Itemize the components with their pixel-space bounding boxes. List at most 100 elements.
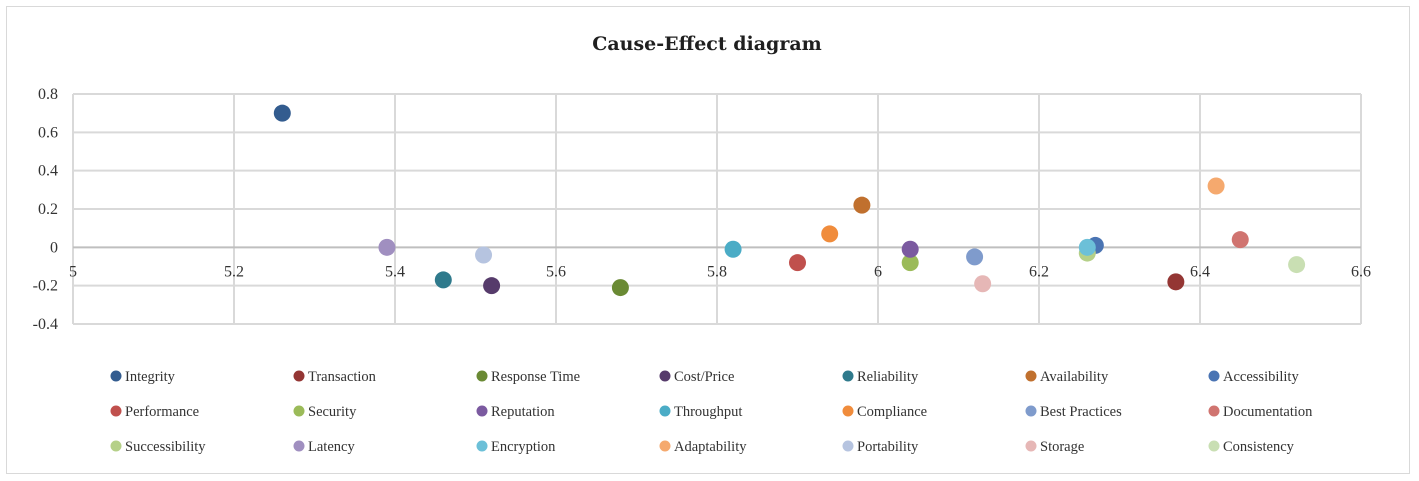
legend-item: Portability	[842, 439, 919, 455]
legend-marker	[110, 405, 122, 417]
legend-marker	[1025, 370, 1037, 382]
legend-marker	[842, 405, 854, 417]
y-tick-label: 0.4	[38, 163, 58, 180]
legend-marker	[1025, 405, 1037, 417]
legend-label: Reputation	[491, 404, 555, 420]
legend-item: Availability	[1025, 369, 1109, 385]
data-point-portability	[475, 246, 493, 264]
x-tick-label: 5.4	[385, 263, 405, 280]
legend-label: Performance	[125, 404, 199, 420]
legend-item: Accessibility	[1208, 369, 1299, 385]
y-tick-label: 0.6	[38, 124, 58, 141]
legend-item: Reliability	[842, 369, 919, 385]
y-tick-label: -0.2	[33, 278, 58, 295]
legend-label: Portability	[857, 439, 919, 455]
x-tick-label: 6.2	[1029, 263, 1049, 280]
legend-item: Consistency	[1208, 439, 1295, 455]
data-point-adaptability	[1207, 177, 1225, 195]
data-point-best-practices	[966, 248, 984, 266]
data-point-encryption	[1078, 238, 1096, 256]
data-point-response-time	[611, 279, 629, 297]
legend-marker	[476, 405, 488, 417]
legend-item: Transaction	[293, 369, 377, 385]
legend-marker	[1208, 405, 1220, 417]
legend-item: Security	[293, 404, 357, 420]
data-point-reliability	[434, 271, 452, 289]
legend-label: Encryption	[491, 439, 556, 455]
legend-item: Documentation	[1208, 404, 1313, 420]
data-point-performance	[789, 254, 806, 272]
data-point-cost-price	[483, 277, 501, 295]
legend-label: Successibility	[125, 439, 206, 455]
legend-label: Storage	[1040, 439, 1084, 455]
legend-label: Compliance	[857, 404, 927, 420]
legend-item: Integrity	[110, 369, 176, 385]
legend-label: Latency	[308, 439, 355, 455]
legend-item: Reputation	[476, 404, 555, 420]
legend-label: Transaction	[308, 369, 377, 385]
data-point-documentation	[1231, 231, 1249, 249]
legend-item: Latency	[293, 439, 355, 455]
data-point-storage	[974, 275, 992, 293]
legend-label: Integrity	[125, 369, 176, 385]
legend-marker	[293, 440, 305, 452]
data-point-consistency	[1288, 256, 1306, 274]
chart-frame	[6, 6, 1410, 474]
legend-item: Throughput	[659, 404, 742, 420]
legend-marker	[1025, 440, 1037, 452]
y-tick-label: 0.8	[38, 86, 58, 103]
legend-marker	[110, 370, 122, 382]
legend-item: Compliance	[842, 404, 927, 420]
legend-label: Throughput	[674, 404, 742, 420]
legend-label: Security	[308, 404, 357, 420]
legend-marker	[293, 405, 305, 417]
y-tick-label: 0	[50, 239, 58, 256]
data-point-latency	[378, 238, 396, 256]
legend-label: Reliability	[857, 369, 919, 385]
legend-label: Best Practices	[1040, 404, 1122, 420]
x-tick-label: 5	[69, 263, 77, 280]
data-point-security	[901, 254, 919, 272]
legend-item: Cost/Price	[659, 369, 734, 385]
legend-label: Cost/Price	[674, 369, 734, 385]
legend-marker	[476, 370, 488, 382]
y-tick-label: -0.4	[33, 316, 58, 333]
x-tick-label: 6	[874, 263, 882, 280]
x-tick-label: 5.6	[546, 263, 566, 280]
data-point-compliance	[821, 225, 839, 243]
x-tick-label: 6.4	[1190, 263, 1210, 280]
x-tick-label: 5.8	[707, 263, 727, 280]
legend-item: Response Time	[476, 369, 580, 385]
data-point-transaction	[1167, 273, 1185, 291]
legend-item: Encryption	[476, 439, 556, 455]
legend-label: Consistency	[1223, 439, 1295, 455]
legend-label: Documentation	[1223, 404, 1313, 420]
legend-marker	[1208, 440, 1220, 452]
x-tick-label: 5.2	[224, 263, 244, 280]
legend-label: Accessibility	[1223, 369, 1299, 385]
legend-label: Availability	[1040, 369, 1109, 385]
legend-item: Storage	[1025, 439, 1084, 455]
legend-item: Adaptability	[659, 439, 747, 455]
legend-marker	[659, 405, 671, 417]
legend-marker	[659, 440, 671, 452]
legend-marker	[1208, 370, 1220, 382]
legend-marker	[842, 440, 854, 452]
grid	[72, 93, 1362, 325]
legend-label: Response Time	[491, 369, 580, 385]
data-point-throughput	[724, 240, 742, 258]
legend-marker	[659, 370, 671, 382]
legend: Integrity Transaction Response Time Cost/Pr…	[110, 369, 1313, 455]
data-point-integrity	[273, 104, 291, 122]
legend-marker	[110, 440, 122, 452]
y-tick-label: 0.2	[38, 201, 58, 218]
data-points	[273, 104, 1306, 297]
data-point-reputation	[901, 240, 919, 258]
chart-title: Cause-Effect diagram	[592, 33, 822, 55]
data-point-availability	[853, 196, 871, 214]
legend-label: Adaptability	[674, 439, 747, 455]
x-tick-label: 6.6	[1351, 263, 1371, 280]
legend-item: Successibility	[110, 439, 206, 455]
axis-ticks: 0.8 0.6 0.4 0.2 0 -0.2 -0.4 5 5.2 5.4 5.6 5.8 6 6.2 6.…	[33, 86, 1371, 333]
